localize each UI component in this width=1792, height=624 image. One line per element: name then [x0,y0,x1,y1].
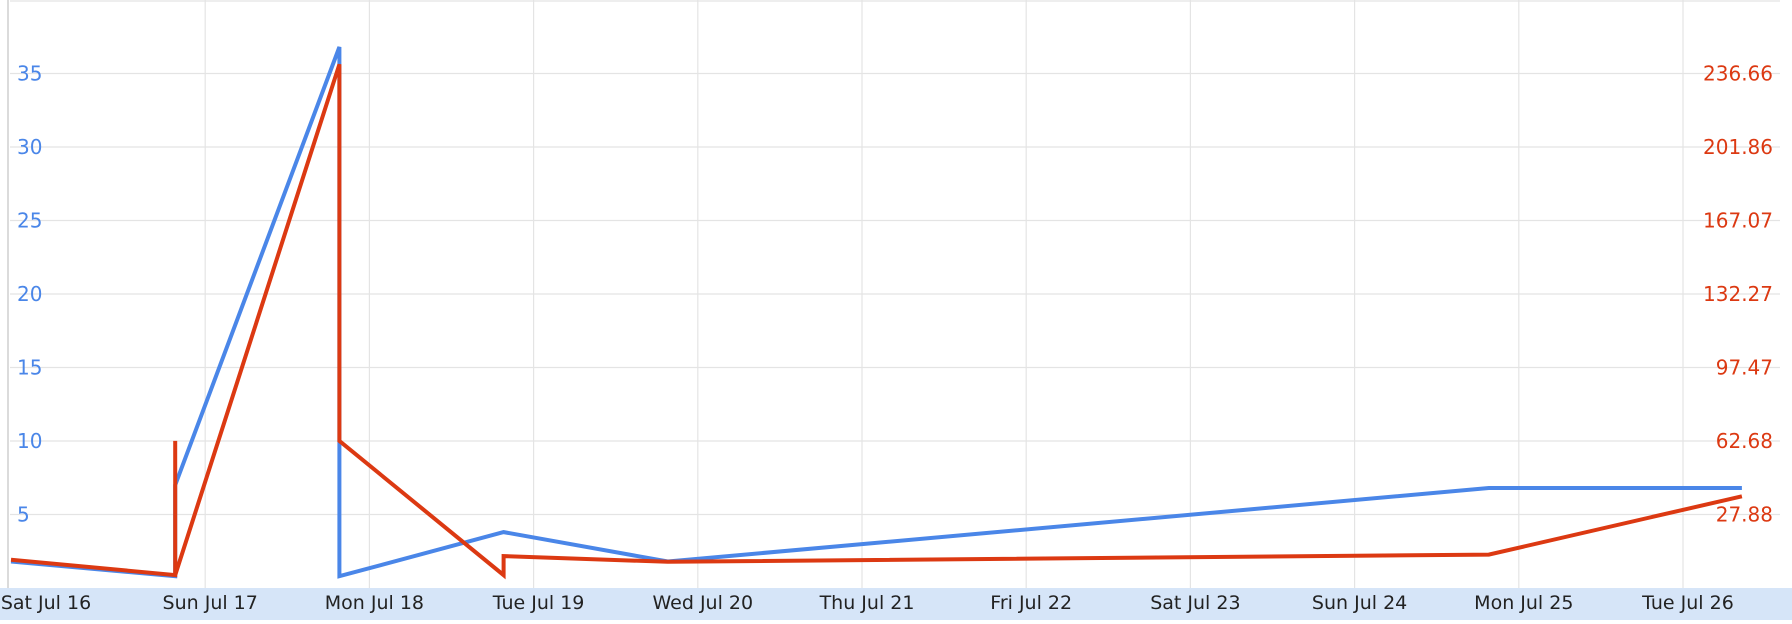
right-tick-label: 97.47 [1716,356,1773,380]
grid [10,0,1780,588]
right-axis-ticks: 27.88 62.68 97.47 132.27 167.07 201.86 236.66 [1703,62,1773,527]
x-tick-label: Sat Jul 16 [1,592,91,614]
x-tick-label: Sat Jul 23 [1150,592,1240,614]
x-tick-label: Wed Jul 20 [652,592,753,614]
x-tick-label: Sun Jul 17 [163,592,258,614]
left-axis-ticks: 5 10 15 20 25 30 35 [17,62,42,527]
x-tick-label: Mon Jul 18 [325,592,424,614]
left-tick-label: 15 [17,356,42,380]
right-tick-label: 167.07 [1703,208,1773,232]
x-axis-ticks: Sat Jul 16 Sun Jul 17 Mon Jul 18 Tue Jul 19… [1,592,1734,614]
x-tick-label: Mon Jul 25 [1474,592,1573,614]
right-tick-label: 201.86 [1703,135,1773,159]
x-tick-label: Thu Jul 21 [819,592,915,614]
x-tick-label: Sun Jul 24 [1312,592,1407,614]
left-tick-label: 25 [17,209,42,233]
series-line-left-axis [10,46,1742,579]
x-tick-label: Tue Jul 19 [492,592,585,614]
right-tick-label: 236.66 [1703,62,1773,86]
series-line-right-axis [10,63,1743,580]
x-tick-label: Fri Jul 22 [990,592,1072,614]
left-tick-label: 5 [17,503,30,527]
right-tick-label: 132.27 [1703,282,1773,306]
right-tick-label: 27.88 [1716,502,1773,526]
x-tick-label: Tue Jul 26 [1641,592,1734,614]
x-axis-band [0,588,1792,620]
left-tick-label: 30 [17,135,42,159]
left-tick-label: 35 [17,62,42,86]
left-tick-label: 10 [17,429,42,453]
right-tick-label: 62.68 [1716,429,1773,453]
series [10,46,1743,580]
left-tick-label: 20 [17,282,42,306]
